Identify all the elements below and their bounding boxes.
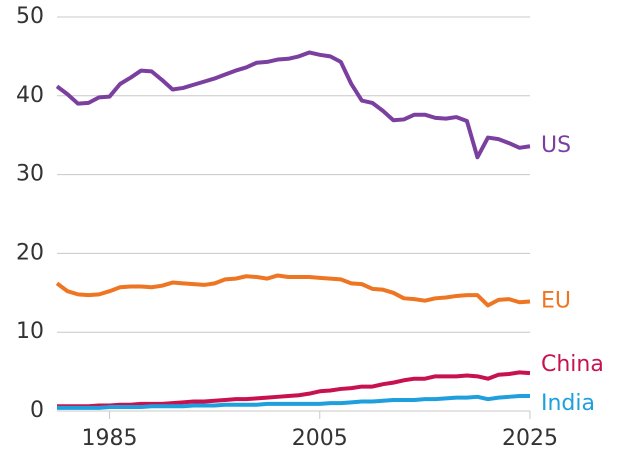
series-line	[57, 394, 530, 410]
series-label: US	[541, 133, 571, 158]
y-tick-label: 10	[16, 319, 44, 344]
series-label: China	[541, 352, 604, 377]
series-label: EU	[541, 288, 571, 313]
y-tick-label: 50	[16, 4, 44, 29]
series-line	[55, 273, 531, 308]
series-label: India	[541, 391, 595, 416]
x-tick-label: 1985	[82, 426, 138, 450]
y-tick-label: 40	[16, 83, 44, 108]
x-tick-label: 2025	[502, 426, 558, 450]
series-line	[55, 50, 531, 160]
y-tick-label: 30	[16, 162, 44, 187]
y-tick-label: 0	[30, 398, 44, 423]
x-tick-label: 2005	[292, 426, 348, 450]
series-line	[57, 370, 531, 409]
y-tick-label: 20	[16, 240, 44, 265]
